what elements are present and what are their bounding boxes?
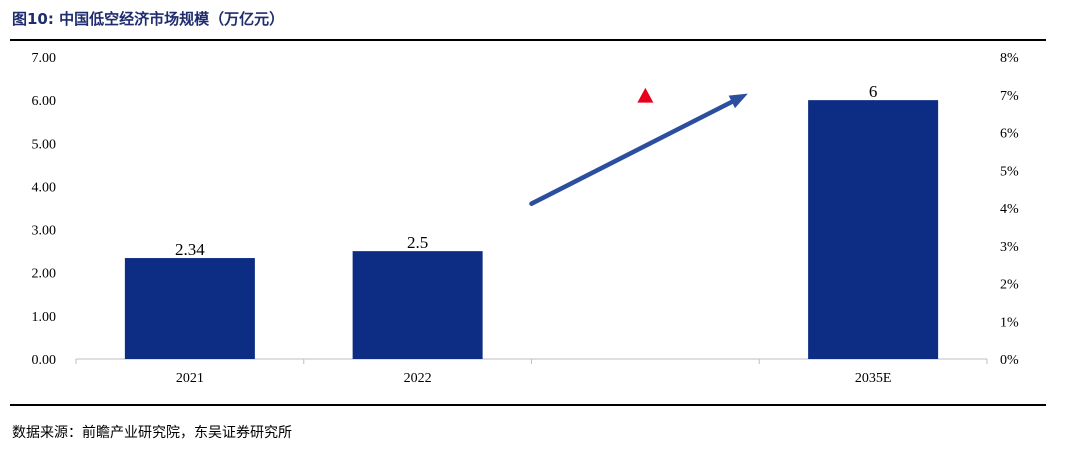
- y-axis-tick-label: 6.00: [32, 94, 57, 109]
- y2-axis-tick-label: 2%: [1000, 278, 1019, 293]
- data-label-2021: 2.34: [175, 240, 205, 259]
- y2-axis-tick-label: 8%: [1000, 51, 1019, 66]
- y-axis-tick-label: 0.00: [32, 353, 57, 368]
- y2-axis-tick-label: 4%: [1000, 202, 1019, 217]
- y-axis-tick-label: 5.00: [32, 137, 57, 152]
- y2-axis-tick-label: 7%: [1000, 89, 1019, 104]
- y2-axis-tick-label: 0%: [1000, 353, 1019, 368]
- y-axis-tick-label: 3.00: [32, 224, 57, 239]
- red-triangle-marker-icon: [637, 87, 654, 103]
- x-axis-tick-label: 2021: [176, 371, 204, 386]
- y-axis-tick-label: 7.00: [32, 51, 57, 66]
- bar-2021: [124, 258, 255, 359]
- figure-title: 图10: 中国低空经济市场规模（万亿元）: [12, 10, 285, 28]
- bar-2022: [352, 251, 483, 359]
- y2-axis-tick-label: 1%: [1000, 315, 1019, 330]
- data-source: 数据来源：前瞻产业研究院，东吴证券研究所: [12, 425, 292, 441]
- arrow-head-icon: [728, 93, 748, 109]
- chart-data-labels: 2.34 2.5 6: [175, 82, 877, 259]
- y-axis-tick-label: 1.00: [32, 310, 57, 325]
- chart-annotations: [529, 87, 748, 206]
- chart-bars: [124, 100, 939, 360]
- growth-arrow-icon: [529, 99, 735, 206]
- y-axis-tick-label: 4.00: [32, 180, 57, 195]
- data-label-2022: 2.5: [407, 233, 428, 252]
- y2-axis-tick-label: 3%: [1000, 240, 1019, 255]
- data-label-2035E: 6: [869, 82, 878, 101]
- bar-2035E: [808, 100, 939, 360]
- bottom-divider: [10, 404, 1046, 406]
- y2-axis-tick-label: 6%: [1000, 127, 1019, 142]
- y-axis-tick-label: 2.00: [32, 267, 57, 282]
- y2-axis-tick-label: 5%: [1000, 164, 1019, 179]
- x-axis-tick-label: 2022: [404, 371, 432, 386]
- top-divider: [10, 39, 1046, 41]
- x-axis-tick-label: 2035E: [855, 371, 892, 386]
